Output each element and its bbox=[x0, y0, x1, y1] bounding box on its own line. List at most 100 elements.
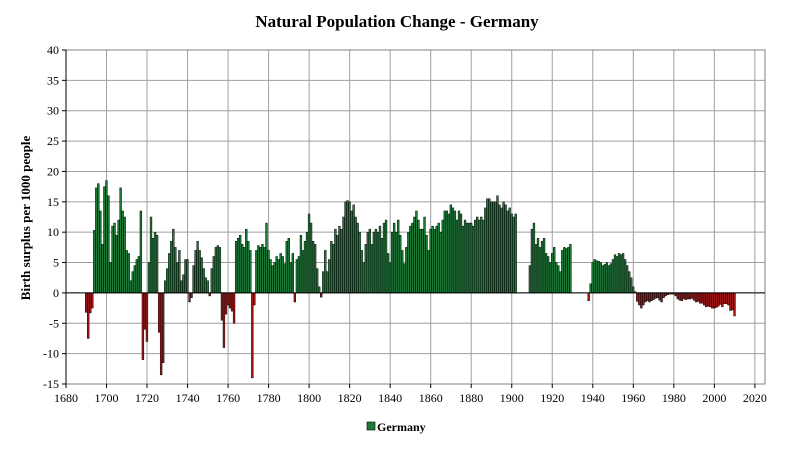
bar-1997 bbox=[707, 292, 710, 307]
bar-2001 bbox=[715, 292, 718, 308]
x-tick-label: 1680 bbox=[54, 391, 78, 405]
bar-1859 bbox=[427, 250, 430, 294]
bar-1916 bbox=[542, 238, 546, 294]
bar-1706 bbox=[117, 219, 120, 294]
bar-1863 bbox=[435, 225, 438, 294]
x-tick-label: 1880 bbox=[459, 391, 483, 405]
bar-1965 bbox=[642, 292, 645, 306]
bar-1951 bbox=[613, 254, 617, 294]
bar-1923 bbox=[557, 265, 560, 294]
bar-1787 bbox=[281, 256, 284, 294]
bar-1861 bbox=[431, 225, 434, 294]
bar-1845 bbox=[399, 234, 402, 294]
bar-1972 bbox=[656, 292, 659, 298]
bar-1971 bbox=[654, 292, 657, 299]
bar-1919 bbox=[548, 262, 552, 294]
bar-1721 bbox=[147, 262, 151, 294]
bar-1973 bbox=[658, 292, 661, 301]
bar-1896 bbox=[502, 201, 505, 294]
bar-1874 bbox=[457, 210, 461, 294]
bar-1837 bbox=[382, 222, 386, 294]
bar-1762 bbox=[230, 292, 234, 312]
bar-1703 bbox=[111, 225, 114, 294]
bar-1758 bbox=[222, 292, 226, 348]
bar-1910 bbox=[530, 228, 534, 294]
bar-1821 bbox=[350, 210, 353, 294]
y-tick-label: 10 bbox=[47, 225, 59, 239]
bar-1991 bbox=[694, 292, 698, 303]
bar-1800 bbox=[307, 213, 311, 294]
bar-1857 bbox=[423, 216, 426, 294]
bar-1862 bbox=[433, 228, 436, 294]
bar-1872 bbox=[453, 210, 457, 294]
bar-1852 bbox=[413, 216, 416, 294]
bar-1940 bbox=[591, 262, 594, 294]
x-tick-label: 1700 bbox=[95, 391, 119, 405]
bar-1790 bbox=[287, 238, 290, 294]
bar-1725 bbox=[155, 234, 159, 294]
bar-1828 bbox=[364, 244, 367, 294]
bar-1938 bbox=[587, 292, 590, 302]
bar-1712 bbox=[129, 280, 132, 294]
bar-1865 bbox=[439, 231, 442, 294]
bar-1699 bbox=[103, 186, 106, 294]
bar-1833 bbox=[374, 228, 378, 294]
bar-1983 bbox=[678, 292, 681, 301]
bar-1984 bbox=[680, 292, 684, 302]
bar-1912 bbox=[534, 244, 538, 294]
x-tick-label: 2020 bbox=[743, 391, 767, 405]
bar-1989 bbox=[690, 292, 694, 299]
bar-1869 bbox=[447, 213, 451, 294]
bar-2004 bbox=[721, 292, 724, 308]
bar-1806 bbox=[320, 292, 323, 298]
bar-1788 bbox=[283, 263, 286, 294]
bar-1765 bbox=[236, 238, 240, 294]
bar-1744 bbox=[194, 250, 197, 294]
x-tick-label: 1820 bbox=[338, 391, 362, 405]
bar-1838 bbox=[384, 219, 388, 294]
y-tick-label: -15 bbox=[43, 377, 59, 391]
bar-1842 bbox=[392, 222, 396, 294]
bar-1798 bbox=[303, 241, 307, 294]
bar-1848 bbox=[405, 247, 408, 294]
bar-1844 bbox=[397, 219, 400, 294]
bar-1731 bbox=[168, 253, 171, 294]
bar-1726 bbox=[157, 292, 161, 333]
bar-1714 bbox=[133, 265, 136, 294]
bar-1771 bbox=[249, 250, 252, 294]
bar-1954 bbox=[619, 254, 623, 294]
bar-1943 bbox=[597, 261, 600, 294]
bar-1957 bbox=[625, 265, 629, 294]
bar-1843 bbox=[395, 231, 398, 294]
bar-1802 bbox=[311, 241, 315, 294]
bar-1809 bbox=[326, 271, 329, 294]
bar-1882 bbox=[474, 219, 477, 294]
bar-1950 bbox=[611, 259, 615, 294]
legend-label-germany: Germany bbox=[377, 420, 426, 434]
bar-2005 bbox=[723, 292, 726, 305]
bar-1749 bbox=[204, 277, 207, 294]
x-tick-label: 2000 bbox=[702, 391, 726, 405]
bar-1705 bbox=[115, 234, 118, 294]
bar-1783 bbox=[273, 262, 276, 294]
x-tick-label: 1860 bbox=[419, 391, 443, 405]
bar-2000 bbox=[713, 292, 716, 309]
bar-1895 bbox=[500, 207, 503, 294]
bar-1913 bbox=[536, 238, 540, 294]
bar-1873 bbox=[455, 219, 459, 294]
bar-1773 bbox=[253, 292, 256, 306]
bar-1792 bbox=[291, 253, 294, 294]
bar-1716 bbox=[137, 256, 141, 294]
bar-1724 bbox=[153, 231, 157, 294]
bar-1808 bbox=[324, 250, 327, 294]
bar-1891 bbox=[492, 201, 495, 294]
bar-1885 bbox=[480, 216, 483, 294]
bar-1717 bbox=[139, 210, 143, 294]
bar-1995 bbox=[702, 292, 706, 306]
bar-1819 bbox=[346, 200, 349, 294]
x-tick-label: 1900 bbox=[500, 391, 524, 405]
bar-1815 bbox=[338, 225, 341, 294]
bar-1701 bbox=[107, 195, 110, 294]
bar-1922 bbox=[555, 262, 558, 294]
bar-1702 bbox=[109, 262, 112, 294]
